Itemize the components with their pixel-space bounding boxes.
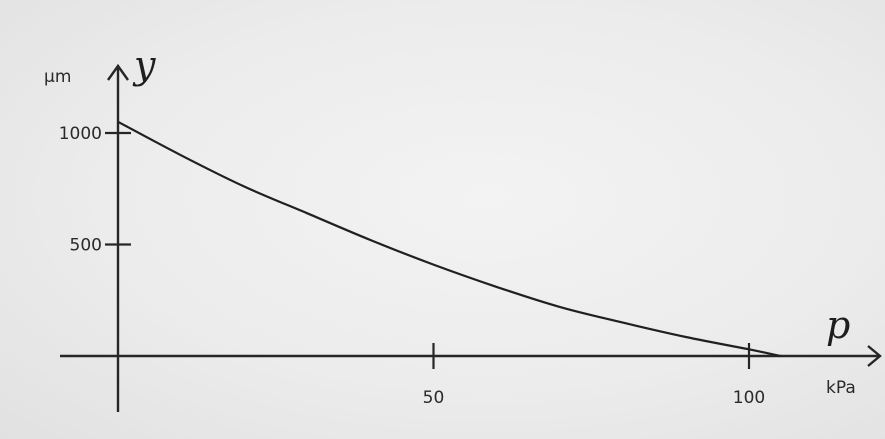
tick-group: 50 100 500 1000: [59, 124, 765, 408]
x-axis-label: p: [826, 303, 850, 347]
y-axis-label: y: [132, 43, 156, 87]
y-axis-arrow: [107, 63, 129, 81]
x-axis-unit: kPa: [826, 378, 856, 398]
x-axis-arrow: [867, 345, 882, 367]
y-axis-unit: µm: [44, 67, 71, 87]
y-tick-label-500: 500: [70, 236, 102, 256]
x-tick-label-50: 50: [423, 388, 445, 408]
x-tick-label-100: 100: [733, 388, 765, 408]
y-tick-label-1000: 1000: [59, 124, 102, 144]
series-curve: [117, 120, 781, 358]
